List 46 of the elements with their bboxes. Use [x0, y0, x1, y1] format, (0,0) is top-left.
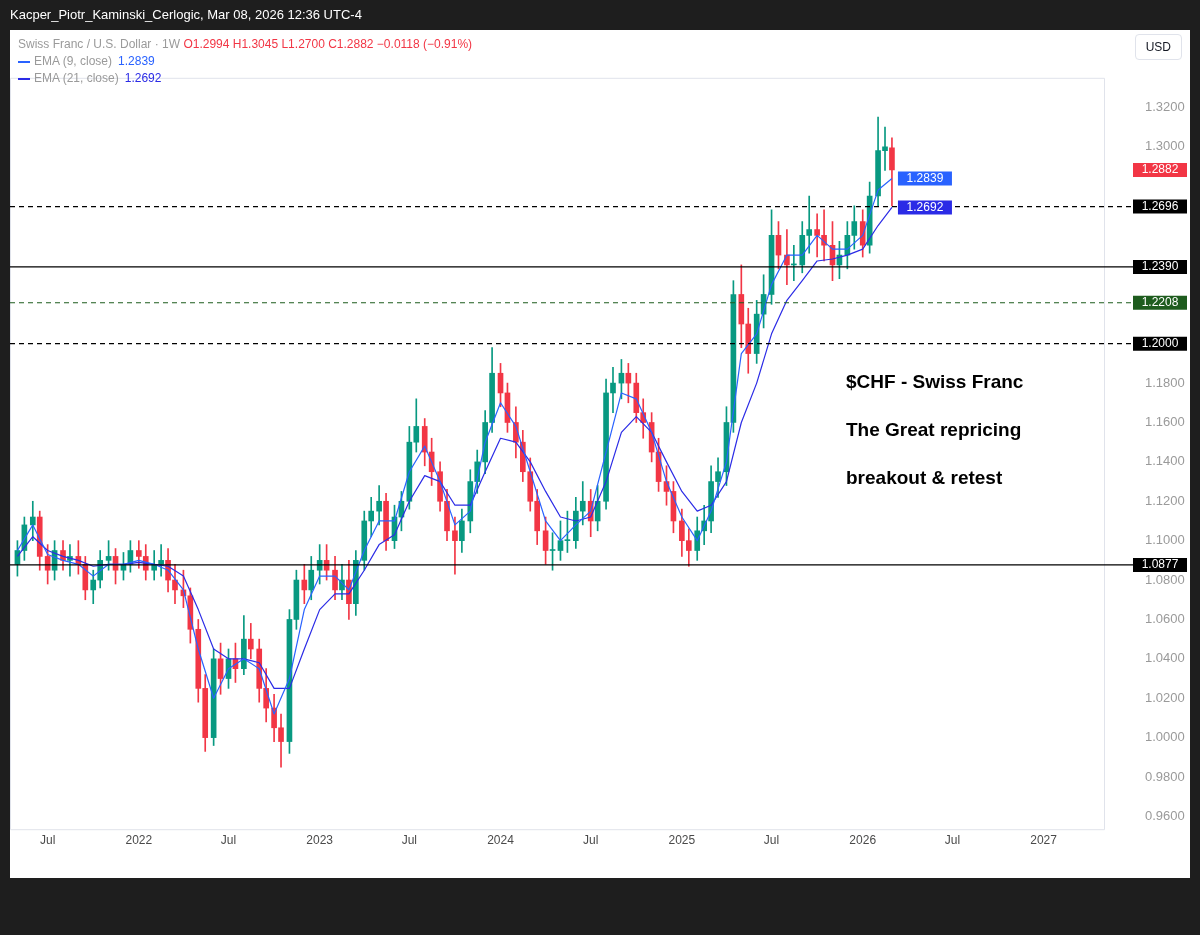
- y-tick-label: 1.1200: [1145, 492, 1185, 508]
- chart-title: Swiss Franc / U.S. Dollar · 1W: [18, 37, 181, 51]
- y-tick-label: 0.9800: [1145, 768, 1185, 784]
- x-tick-label: Jul: [39, 832, 56, 847]
- y-tick-label: 1.1000: [1145, 532, 1185, 548]
- y-tick-label: 1.3200: [1145, 98, 1185, 114]
- y-tick-label: 1.0000: [1145, 729, 1185, 745]
- y-tick-label: 1.1600: [1145, 414, 1185, 430]
- x-tick-label: 2027: [1030, 832, 1058, 847]
- y-tick-label: 1.0800: [1145, 571, 1185, 587]
- y-tick-label: 1.1400: [1145, 453, 1185, 469]
- y-tick-label: 1.0600: [1145, 611, 1185, 627]
- x-tick-label: 2025: [668, 832, 696, 847]
- x-tick-label: Jul: [583, 832, 599, 847]
- x-tick-label: 2026: [849, 832, 877, 847]
- ref-line-label: 1.2000: [1141, 336, 1179, 351]
- y-tick-label: 1.1800: [1145, 374, 1185, 390]
- text: Kacper_Piotr_Kaminski_Cerlogic, Mar 08, 2026 12:36 UTC-4: [10, 7, 362, 22]
- text: 1.2882: [1141, 162, 1179, 177]
- x-tick-label: Jul: [763, 832, 780, 847]
- y-tick-label: 1.0200: [1145, 689, 1185, 705]
- annotation: $CHF - Swiss Franc: [846, 371, 1024, 393]
- legend-label: EMA (21, close): [34, 71, 119, 85]
- text: 1.2692: [124, 71, 162, 85]
- data-label: 1.2839: [906, 170, 944, 185]
- ref-line-label: 1.2208: [1141, 295, 1179, 310]
- data-label: 1.2692: [906, 199, 944, 214]
- y-axis-title: USD: [1134, 34, 1182, 60]
- candlestick: [610, 367, 616, 413]
- ref-line-label: 1.2696: [1141, 198, 1179, 213]
- x-tick-label: 2022: [125, 832, 153, 847]
- y-tick-label: 1.3000: [1145, 138, 1185, 154]
- x-tick-label: 2023: [306, 832, 334, 847]
- x-tick-label: Jul: [944, 832, 961, 847]
- ref-line-label: 1.2390: [1141, 259, 1179, 274]
- y-tick-label: 1.0400: [1145, 650, 1185, 666]
- legend-label: EMA (9, close): [34, 54, 113, 68]
- chart-subtitle: O1.2994 H1.3045 L1.2700 C1.2882 −0.0118 (−0.91%): [183, 37, 473, 51]
- x-tick-label: Jul: [401, 832, 418, 847]
- y-tick-label: 0.9600: [1145, 807, 1185, 823]
- text: 1.2839: [118, 54, 155, 68]
- x-tick-label: Jul: [220, 832, 237, 847]
- annotation: breakout & retest: [846, 467, 1003, 489]
- ref-line-label: 1.0877: [1141, 557, 1179, 572]
- annotation: The Great repricing: [846, 419, 1022, 441]
- x-tick-label: 2024: [487, 832, 515, 847]
